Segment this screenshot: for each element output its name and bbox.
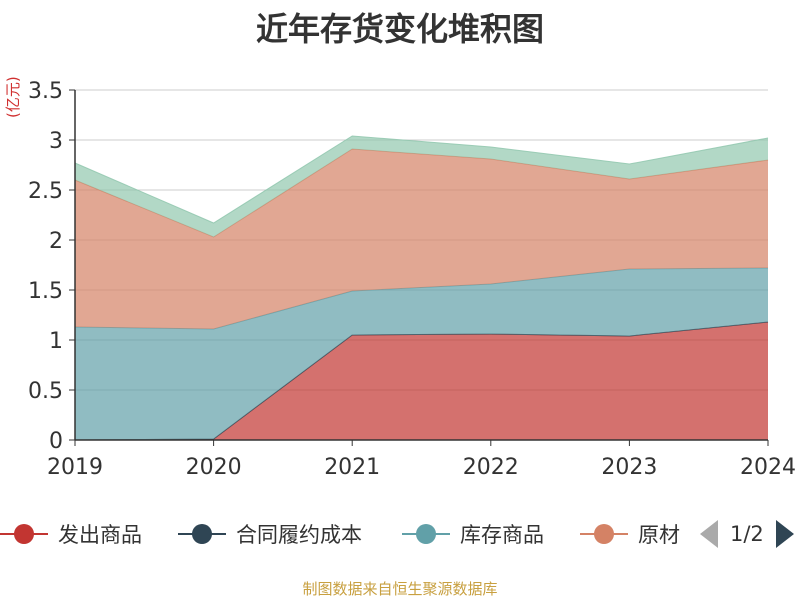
y-tick-label: 2 bbox=[49, 229, 63, 254]
legend-dot bbox=[594, 524, 614, 544]
legend-label: 合同履约成本 bbox=[236, 523, 362, 547]
x-tick-label: 2020 bbox=[186, 455, 242, 480]
tick-labels: 0 0.5 1 1.5 2 2.5 3 3.5 2019 2020 2021 2022 2023 2024 bbox=[28, 79, 796, 480]
x-tick-label: 2024 bbox=[740, 455, 796, 480]
legend-items: 发出商品 合同履约成本 库存商品 原材 bbox=[0, 516, 684, 552]
legend-item-heTongLvYueChengBen[interactable]: 合同履约成本 bbox=[178, 516, 362, 552]
y-tick-label: 0 bbox=[49, 429, 63, 454]
legend-next-page-icon[interactable] bbox=[775, 520, 794, 548]
y-tick-label: 2.5 bbox=[28, 179, 63, 204]
legend-dot bbox=[14, 524, 34, 544]
legend-item-faChuShangPin[interactable]: 发出商品 bbox=[0, 516, 142, 552]
area-series bbox=[74, 135, 769, 441]
stacked-area-chart: 0 0.5 1 1.5 2 2.5 3 3.5 2019 2020 2021 2022 2023 2024 bbox=[28, 79, 796, 480]
legend-item-yuanCai[interactable]: 原材 bbox=[580, 516, 680, 552]
axes bbox=[74, 90, 768, 441]
series-area-0 bbox=[75, 322, 768, 440]
data-source-note: 制图数据来自恒生聚源数据库 bbox=[302, 580, 498, 598]
legend-swatch bbox=[178, 516, 226, 552]
y-tick-label: 3 bbox=[49, 129, 63, 154]
series-area-3 bbox=[75, 149, 768, 329]
legend-label: 库存商品 bbox=[460, 523, 544, 547]
legend-swatch bbox=[580, 516, 628, 552]
legend-swatch bbox=[402, 516, 450, 552]
y-tick-label: 3.5 bbox=[28, 79, 63, 104]
y-tick-label: 1.5 bbox=[28, 279, 63, 304]
legend: 发出商品 合同履约成本 库存商品 原材 1/2 bbox=[0, 516, 800, 552]
legend-label: 发出商品 bbox=[58, 523, 142, 547]
x-tick-label: 2019 bbox=[47, 455, 103, 480]
x-tick-label: 2023 bbox=[601, 455, 657, 480]
y-tick-label: 1 bbox=[49, 329, 63, 354]
y-tick-label: 0.5 bbox=[28, 379, 63, 404]
legend-dot bbox=[416, 524, 436, 544]
legend-pager: 1/2 bbox=[700, 516, 794, 552]
series-line-4 bbox=[74, 135, 769, 224]
legend-page-indicator: 1/2 bbox=[730, 522, 764, 546]
x-tick-label: 2022 bbox=[463, 455, 519, 480]
legend-prev-page-icon[interactable] bbox=[700, 520, 718, 548]
series-area-2 bbox=[75, 268, 768, 440]
legend-swatch bbox=[0, 516, 48, 552]
series-area-4 bbox=[75, 136, 768, 237]
chart-title: 近年存货变化堆积图 bbox=[255, 10, 544, 48]
x-tick-label: 2021 bbox=[324, 455, 380, 480]
legend-dot bbox=[192, 524, 212, 544]
legend-label: 原材 bbox=[638, 523, 680, 547]
legend-item-kuCunShangPin[interactable]: 库存商品 bbox=[402, 516, 544, 552]
